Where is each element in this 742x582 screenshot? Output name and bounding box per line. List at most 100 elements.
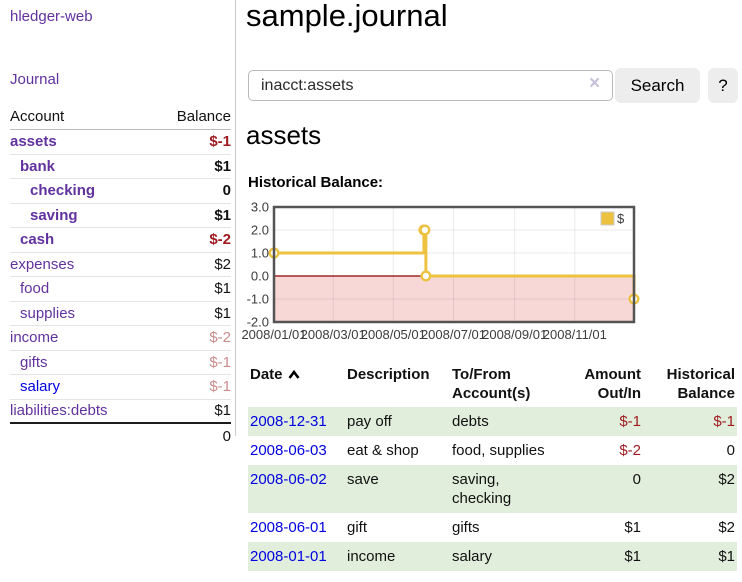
svg-text:2008/01/01: 2008/01/01	[241, 327, 306, 342]
column-header-balance: Historical Balance	[643, 361, 737, 407]
column-header-accounts: To/From Account(s)	[450, 361, 562, 407]
account-link-bank[interactable]: bank	[20, 157, 56, 175]
account-link-gifts[interactable]: gifts	[20, 353, 48, 371]
amount-header-line1: Amount	[584, 366, 641, 383]
clear-search-icon[interactable]: ×	[589, 73, 601, 94]
svg-text:0.0: 0.0	[251, 269, 269, 284]
sidebar-item-journal[interactable]: Journal	[10, 71, 60, 88]
account-row: expenses $2	[10, 253, 231, 277]
transaction-description: save	[347, 471, 379, 488]
account-row: cash $-2	[10, 228, 231, 253]
chart-title: Historical Balance:	[248, 174, 384, 191]
transaction-date-link[interactable]: 2008-01-01	[250, 548, 327, 565]
transaction-date-link[interactable]: 2008-06-03	[250, 442, 327, 459]
account-row: income $-2	[10, 326, 231, 351]
svg-text:2.0: 2.0	[251, 223, 269, 238]
svg-text:-2.0: -2.0	[247, 315, 269, 330]
transaction-accounts: salary	[452, 548, 493, 565]
transaction-balance: $1	[718, 548, 735, 565]
account-row: liabilities:debts $1	[10, 400, 231, 424]
account-link-assets[interactable]: assets	[10, 133, 57, 151]
accounts-header-account: Account	[10, 107, 65, 125]
amount-header-line2: Out/In	[597, 385, 641, 402]
accounts-total-value: 0	[222, 427, 231, 445]
account-row: supplies $1	[10, 302, 231, 326]
historical-balance-chart: $3.0 2.0 1.0 0.0 -1.0 -2.0 2008/01/01 2008/03/0…	[240, 200, 742, 346]
account-balance: $2	[214, 255, 231, 273]
account-section-title: assets	[246, 120, 322, 150]
transaction-accounts: food, supplies	[452, 442, 545, 459]
account-row: gifts $-1	[10, 351, 231, 375]
account-link-supplies[interactable]: supplies	[20, 304, 76, 322]
account-balance: $1	[214, 402, 231, 420]
account-balance: 0	[222, 182, 231, 200]
account-balance: $-1	[209, 353, 231, 371]
transaction-balance: $-1	[713, 413, 735, 430]
accounts-total-row: 0	[10, 424, 231, 448]
account-link-cash[interactable]: cash	[20, 231, 55, 249]
svg-text:-1.0: -1.0	[247, 292, 269, 307]
account-row: bank $1	[10, 155, 231, 179]
transaction-row: 2008-06-01 gift gifts $1 $2	[248, 513, 737, 542]
app-brand-link[interactable]: hledger-web	[10, 8, 93, 25]
transaction-row: 2008-01-01 income salary $1 $1	[248, 542, 737, 571]
transaction-description: income	[347, 548, 396, 565]
transaction-description: pay off	[347, 413, 392, 430]
date-header-label: Date	[250, 366, 283, 383]
svg-text:$: $	[617, 211, 625, 226]
transaction-description: gift	[347, 519, 368, 536]
transaction-amount: 0	[632, 471, 641, 488]
account-link-saving[interactable]: saving	[30, 206, 78, 224]
transaction-balance: $2	[718, 471, 735, 488]
transaction-date-link[interactable]: 2008-12-31	[250, 413, 327, 430]
page-title: sample.journal	[246, 0, 448, 33]
account-balance: $-1	[209, 378, 231, 396]
account-balance: $-2	[209, 231, 231, 249]
accounts-header-line1: To/From	[452, 366, 511, 383]
svg-text:2008/03/01: 2008/03/01	[301, 327, 366, 342]
svg-text:3.0: 3.0	[251, 200, 269, 215]
accounts-table-header: Account Balance	[10, 103, 231, 130]
transaction-balance: $2	[718, 519, 735, 536]
svg-text:1.0: 1.0	[251, 246, 269, 261]
sidebar-divider	[235, 0, 236, 436]
transaction-amount: $-2	[619, 442, 641, 459]
account-link-food[interactable]: food	[20, 280, 50, 298]
account-link-salary[interactable]: salary	[20, 378, 61, 396]
transaction-row: 2008-06-03 eat & shop food, supplies $-2 0	[248, 436, 737, 465]
transaction-amount: $1	[624, 548, 641, 565]
transaction-date-link[interactable]: 2008-06-01	[250, 519, 327, 536]
account-balance: $-1	[209, 133, 231, 151]
transaction-row: 2008-12-31 pay off debts $-1 $-1	[248, 407, 737, 436]
accounts-header-line2: Account(s)	[452, 385, 531, 402]
transaction-accounts: gifts	[452, 519, 480, 536]
transaction-description: eat & shop	[347, 442, 419, 459]
accounts-table: Account Balance assets $-1 bank $1 checking 0…	[10, 103, 231, 448]
transaction-balance: 0	[726, 442, 735, 459]
svg-text:2008/05/01: 2008/05/01	[361, 327, 426, 342]
search-button[interactable]: Search	[615, 68, 700, 103]
accounts-header-balance: Balance	[176, 107, 231, 125]
transaction-date-link[interactable]: 2008-06-02	[250, 471, 327, 488]
accounts-rows: assets $-1 bank $1 checking 0 saving $1 cash $-2 e…	[10, 130, 231, 424]
account-row: food $1	[10, 277, 231, 302]
account-link-income[interactable]: income	[10, 329, 59, 347]
transaction-accounts: debts	[452, 413, 489, 430]
transaction-row: 2008-06-02 save saving, checking 0 $2	[248, 465, 737, 513]
account-link-checking[interactable]: checking	[30, 182, 96, 200]
account-balance: $1	[214, 157, 231, 175]
balance-header-line2: Balance	[677, 385, 735, 402]
help-button[interactable]: ?	[708, 68, 738, 103]
account-link-liabilities-debts[interactable]: liabilities:debts	[10, 402, 108, 420]
column-header-description: Description	[347, 366, 430, 383]
column-header-date[interactable]: Date	[248, 361, 345, 407]
account-row: saving $1	[10, 204, 231, 228]
account-link-expenses[interactable]: expenses	[10, 255, 75, 273]
account-balance: $1	[214, 280, 231, 298]
search-input[interactable]	[248, 70, 613, 101]
transactions-header-row: Date Description To/From Account(s) Amou…	[248, 361, 737, 407]
transaction-amount: $1	[624, 519, 641, 536]
account-row: salary $-1	[10, 375, 231, 400]
transaction-amount: $-1	[619, 413, 641, 430]
